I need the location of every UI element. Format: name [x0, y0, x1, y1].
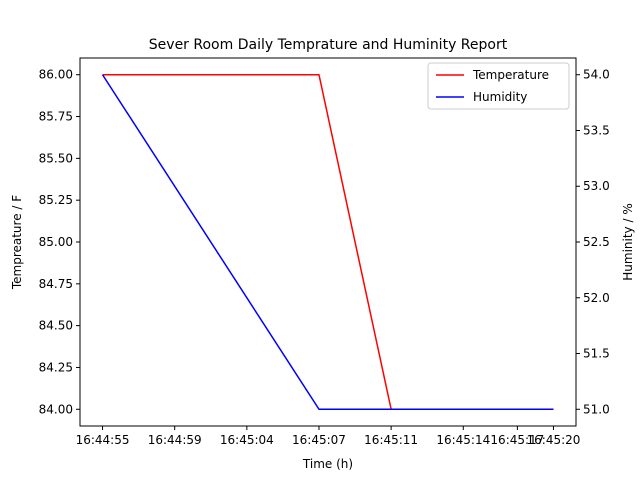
y-tick-label-right: 53.0 [583, 179, 610, 193]
y-axis-label-right: Huminity / % [621, 203, 635, 280]
y-tick-label-left: 85.00 [39, 235, 73, 249]
y-tick-label-left: 84.00 [39, 402, 73, 416]
x-tick-label: 16:44:55 [76, 433, 130, 447]
y-tick-label-right: 51.0 [583, 402, 610, 416]
x-tick-label: 16:45:04 [220, 433, 274, 447]
y-tick-label-left: 85.25 [39, 193, 73, 207]
axes-layer: 16:44:55 16:44:59 16:45:04 16:45:07 16:45:11… [39, 57, 610, 447]
x-tick-label: 16:45:17 [490, 433, 544, 447]
x-tick-label: 16:45:07 [292, 433, 346, 447]
chart-title: Sever Room Daily Temprature and Huminity… [149, 37, 508, 53]
legend: Temperature Humidity [427, 62, 570, 110]
y-tick-label-left: 84.75 [39, 277, 73, 291]
x-tick-label: 16:45:20 [527, 433, 581, 447]
y-tick-label-left: 84.50 [39, 319, 73, 333]
y-tick-label-right: 54.0 [583, 68, 610, 82]
y-tick-label-left: 85.75 [39, 110, 73, 124]
y-tick-label-right: 53.5 [583, 123, 610, 137]
legend-label-humidity: Humidity [473, 90, 527, 104]
y-axis-label-left: Tempreature / F [10, 195, 24, 290]
x-tick-label: 16:45:11 [364, 433, 418, 447]
y-tick-label-right: 52.0 [583, 291, 610, 305]
y-tick-label-left: 86.00 [39, 68, 73, 82]
x-tick-label: 16:44:59 [148, 433, 202, 447]
y-tick-label-right: 52.5 [583, 235, 610, 249]
x-axis-label: Time (h) [302, 457, 353, 471]
x-tick-label: 16:45:14 [436, 433, 490, 447]
y-tick-label-right: 51.5 [583, 347, 610, 361]
legend-label-temperature: Temperature [472, 68, 549, 82]
y-tick-label-left: 84.25 [39, 360, 73, 374]
series-layer [101, 73, 554, 411]
series-line-humidity [101, 74, 554, 411]
y-tick-label-left: 85.50 [39, 151, 73, 165]
